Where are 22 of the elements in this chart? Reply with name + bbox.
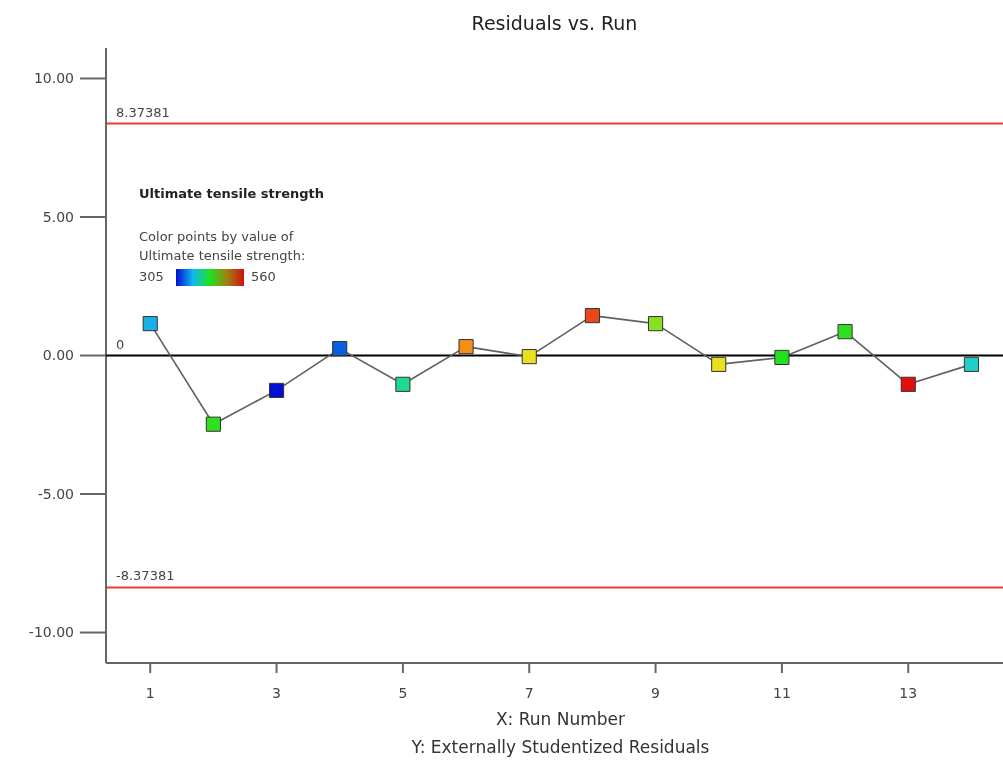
x-tick-label: 13 [899,685,918,701]
ref-line-label: 8.37381 [116,104,170,120]
y-tick-label: 10.00 [33,70,74,87]
x-tick-label: 1 [145,685,155,701]
annotation: 560 [251,269,276,284]
x-axis-title: X: Run Number [495,709,626,729]
annotation: Ultimate tensile strength [139,186,325,201]
annotation: Color points by value of Ultimate tensile strength: [139,229,306,263]
x-tick-label: 3 [272,685,282,701]
y-tick-label: -10.00 [28,624,74,641]
x-tick-label: 7 [524,685,534,701]
x-tick-label: 9 [651,685,661,701]
ref-line-label: 0 [116,336,125,352]
text: Y: Externally Studentized Residuals [410,737,710,757]
x-tick-label: 5 [398,685,408,701]
y-tick-label: 0.00 [42,347,74,364]
chart-title: Residuals vs. Run [471,12,638,34]
x-tick-label: 11 [772,685,791,701]
y-tick-label: -5.00 [37,485,74,502]
y-tick-label: 5.00 [42,208,74,225]
annotation: 305 [139,269,164,284]
ref-line-label: -8.37381 [116,568,175,584]
